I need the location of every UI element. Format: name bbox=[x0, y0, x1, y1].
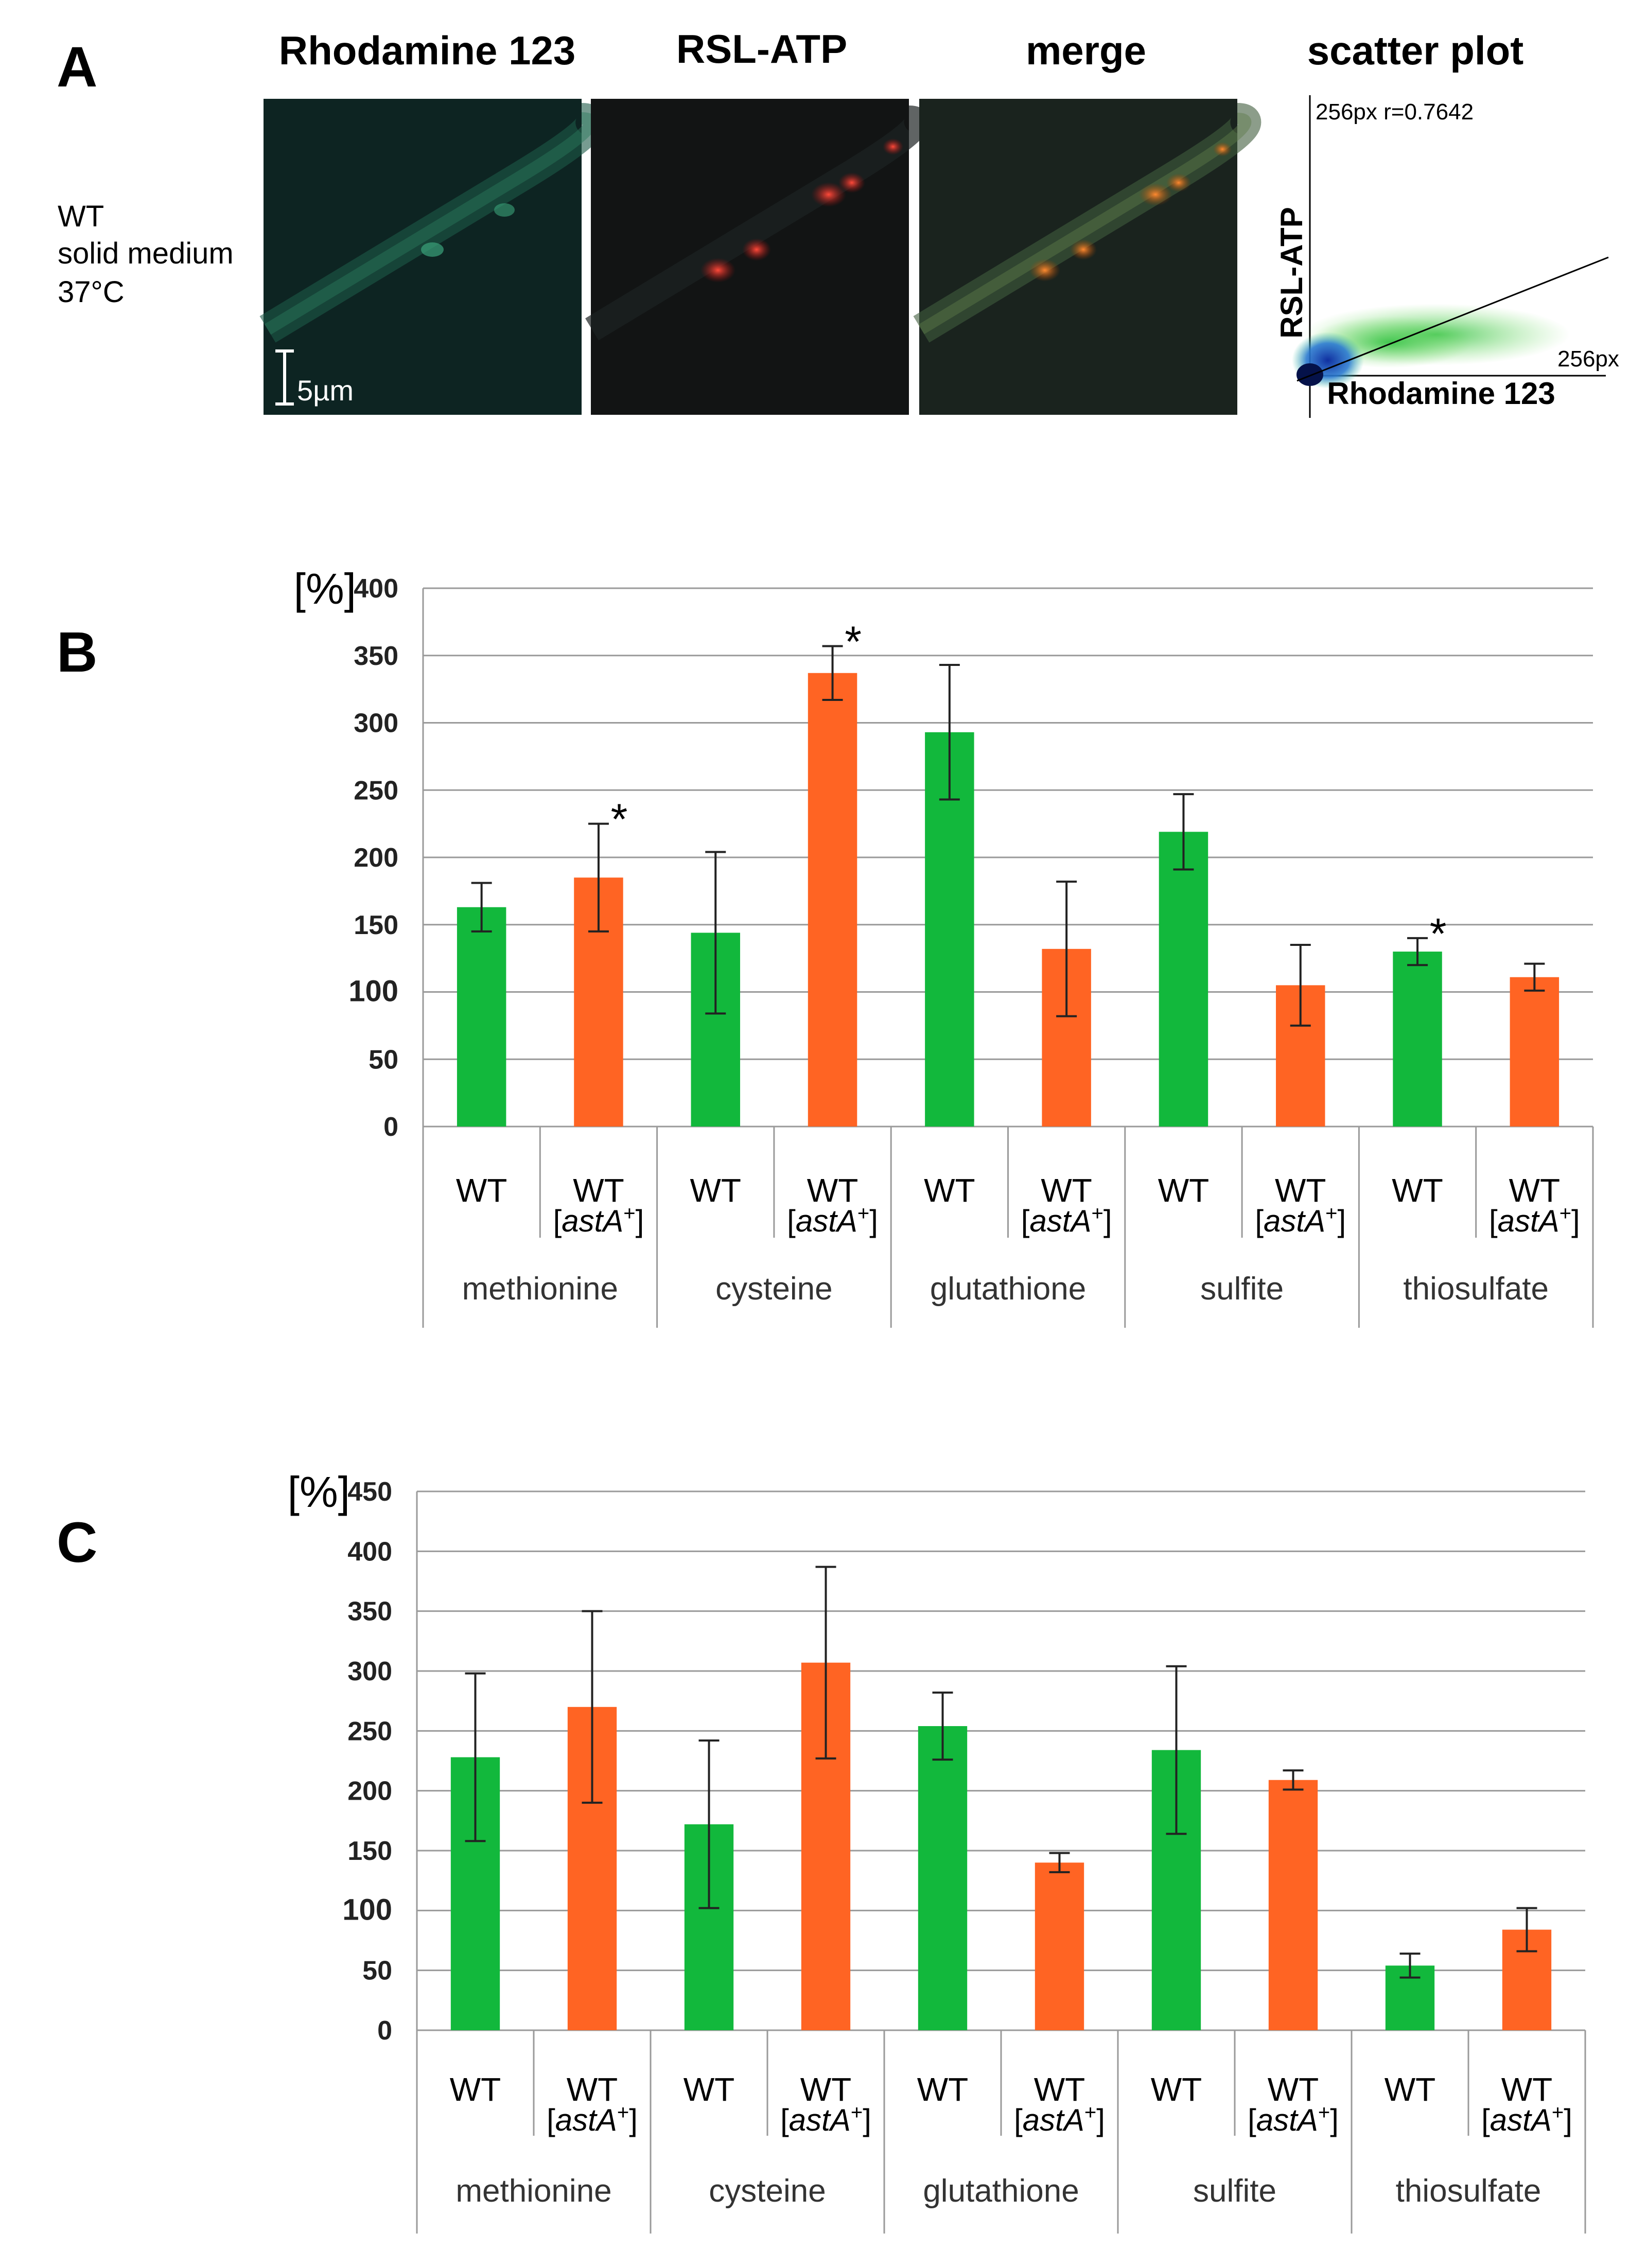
condition-line-3: 37°C bbox=[58, 275, 125, 309]
column-title-rhodamine: Rhodamine 123 bbox=[279, 28, 576, 73]
panel-b-label: B bbox=[57, 621, 97, 684]
y-tick-label: 0 bbox=[383, 1112, 398, 1142]
group-label: cysteine bbox=[715, 1271, 832, 1307]
colocalization-scatter: 256px r=0.7642 256px Rhodamine 123 RSL-A… bbox=[1274, 95, 1619, 418]
y-tick-label: 450 bbox=[347, 1477, 392, 1507]
strain-label: WT bbox=[456, 1172, 507, 1209]
bar bbox=[1510, 977, 1560, 1127]
plasmid-label: [astA+] bbox=[1014, 2101, 1105, 2137]
y-tick-label: 350 bbox=[347, 1597, 392, 1627]
group-label: glutathione bbox=[923, 2173, 1079, 2209]
y-tick-label: 350 bbox=[354, 641, 398, 671]
group-label: sulfite bbox=[1200, 1271, 1284, 1307]
strain-label: WT bbox=[1158, 1172, 1210, 1209]
plasmid-label: [astA+] bbox=[1248, 2101, 1339, 2137]
y-tick-label: 150 bbox=[354, 910, 398, 940]
y-tick-label: 100 bbox=[342, 1893, 392, 1926]
y-tick-label: 200 bbox=[354, 843, 398, 873]
group-label: thiosulfate bbox=[1396, 2173, 1541, 2209]
scale-bar-label: 5µm bbox=[297, 374, 354, 407]
strain-label: WT bbox=[1041, 1172, 1092, 1209]
strain-label: WT bbox=[1385, 2071, 1436, 2108]
strain-label: WT bbox=[1034, 2071, 1085, 2108]
plasmid-label: [astA+] bbox=[547, 2101, 638, 2137]
panel-a-label: A bbox=[57, 36, 97, 99]
strain-label: WT bbox=[1275, 1172, 1326, 1209]
strain-label: WT bbox=[1392, 1172, 1443, 1209]
bar bbox=[1393, 952, 1442, 1127]
significance-asterisk: * bbox=[845, 617, 862, 665]
y-tick-label: 400 bbox=[347, 1537, 392, 1567]
y-tick-label: 400 bbox=[354, 574, 398, 604]
column-title-scatter: scatter plot bbox=[1307, 28, 1523, 73]
strain-label: WT bbox=[924, 1172, 975, 1209]
bar bbox=[1035, 1862, 1084, 2030]
strain-label: WT bbox=[684, 2071, 735, 2108]
strain-label: WT bbox=[450, 2071, 501, 2108]
chart-b: 0 50 100 150 200 250 300 350 400[%] methionine WT *… bbox=[294, 565, 1594, 1328]
strain-label: WT bbox=[800, 2071, 852, 2108]
group-label: methionine bbox=[462, 1271, 618, 1307]
y-tick-label: 200 bbox=[347, 1777, 392, 1806]
bar bbox=[808, 673, 857, 1127]
plasmid-label: [astA+] bbox=[787, 1202, 878, 1238]
y-tick-label: 150 bbox=[347, 1836, 392, 1866]
group-label: thiosulfate bbox=[1403, 1271, 1549, 1307]
y-tick-label: 300 bbox=[347, 1657, 392, 1686]
group-label: methionine bbox=[455, 2173, 611, 2209]
strain-label: WT bbox=[917, 2071, 969, 2108]
y-tick-label: 250 bbox=[347, 1716, 392, 1746]
scatter-x-max-label: 256px bbox=[1557, 346, 1619, 372]
micrograph-rsl-atp bbox=[585, 99, 930, 415]
plasmid-label: [astA+] bbox=[1481, 2101, 1572, 2137]
y-axis-unit: [%] bbox=[288, 1468, 350, 1516]
scatter-x-axis-label: Rhodamine 123 bbox=[1327, 376, 1555, 411]
chart-c: 0 50 100 150 200 250 300 350 400 450[%] methionine… bbox=[288, 1468, 1586, 2234]
y-tick-label: 50 bbox=[369, 1045, 398, 1075]
plasmid-label: [astA+] bbox=[1255, 1202, 1346, 1238]
bar bbox=[1159, 832, 1208, 1127]
plasmid-label: [astA+] bbox=[553, 1202, 644, 1238]
plasmid-label: [astA+] bbox=[1489, 1202, 1580, 1238]
micrograph-rhodamine: 5µm bbox=[259, 99, 606, 415]
group-label: sulfite bbox=[1193, 2173, 1276, 2209]
strain-label: WT bbox=[807, 1172, 858, 1209]
strain-label: WT bbox=[567, 2071, 618, 2108]
strain-label: WT bbox=[1501, 2071, 1553, 2108]
strain-label: WT bbox=[573, 1172, 624, 1209]
plasmid-label: [astA+] bbox=[1021, 1202, 1112, 1238]
strain-label: WT bbox=[1509, 1172, 1561, 1209]
strain-label: WT bbox=[1268, 2071, 1319, 2108]
strain-label: WT bbox=[690, 1172, 742, 1209]
group-label: cysteine bbox=[709, 2173, 826, 2209]
y-tick-label: 250 bbox=[354, 776, 398, 805]
y-tick-label: 100 bbox=[348, 975, 398, 1008]
condition-line-2: solid medium bbox=[58, 237, 234, 270]
significance-asterisk: * bbox=[1430, 909, 1447, 958]
significance-asterisk: * bbox=[611, 795, 628, 843]
micrograph-merge bbox=[913, 99, 1261, 415]
condition-line-1: WT bbox=[58, 200, 104, 233]
bar bbox=[1268, 1780, 1318, 2030]
y-axis-unit: [%] bbox=[294, 565, 356, 613]
y-tick-label: 300 bbox=[354, 709, 398, 739]
panel-c-label: C bbox=[57, 1511, 97, 1574]
scatter-y-axis-label: RSL-ATP bbox=[1274, 207, 1309, 339]
y-tick-label: 0 bbox=[377, 2016, 392, 2046]
y-tick-label: 50 bbox=[362, 1956, 392, 1986]
strain-label: WT bbox=[1151, 2071, 1202, 2108]
scatter-corner-label: 256px r=0.7642 bbox=[1316, 99, 1474, 125]
column-title-rsl-atp: RSL-ATP bbox=[676, 26, 847, 72]
plasmid-label: [astA+] bbox=[780, 2101, 871, 2137]
bar bbox=[918, 1726, 968, 2030]
group-label: glutathione bbox=[930, 1271, 1086, 1307]
bar bbox=[457, 907, 506, 1127]
column-title-merge: merge bbox=[1026, 28, 1146, 73]
